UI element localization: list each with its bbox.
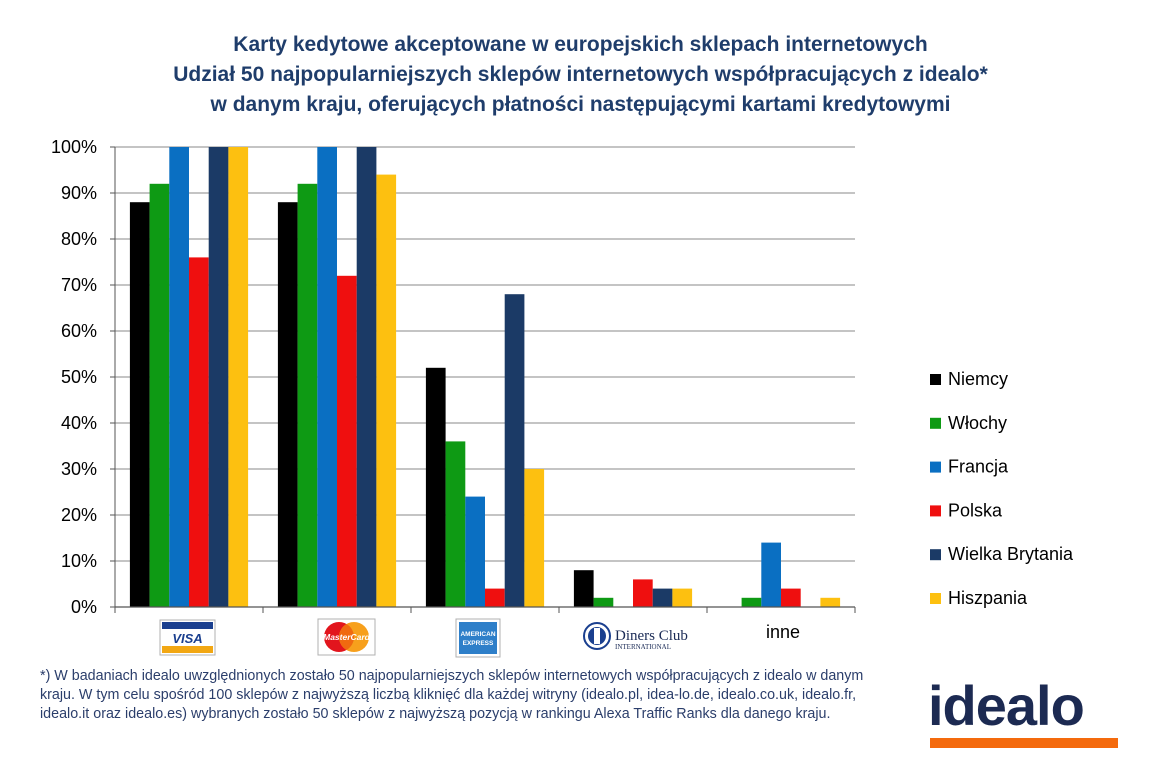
y-tick-label: 0%: [71, 597, 97, 617]
bar-niemcy-0: [129, 202, 150, 607]
bar-włochy-0: [149, 183, 170, 608]
bar-francja-0: [169, 147, 189, 607]
bar-polska-3: [633, 579, 653, 607]
y-tick-label: 90%: [61, 183, 97, 203]
idealo-logo-bar: [930, 738, 1118, 748]
bar-polska-4: [781, 588, 801, 607]
amex-logo-text-bottom: EXPRESS: [463, 640, 494, 647]
legend-label: Włochy: [948, 413, 1007, 433]
bar-włochy-2: [445, 441, 466, 607]
chart-title-line-3: w danym kraju, oferujących płatności nas…: [210, 93, 951, 116]
y-tick-label: 70%: [61, 275, 97, 295]
y-tick-label: 20%: [61, 505, 97, 525]
bar-wielka-brytania-0: [208, 147, 229, 607]
legend-swatch: [930, 417, 941, 429]
y-tick-label: 10%: [61, 551, 97, 571]
y-tick-label: 30%: [61, 459, 97, 479]
y-tick-label: 80%: [61, 229, 97, 249]
y-tick-label: 40%: [61, 413, 97, 433]
bar-polska-0: [189, 257, 209, 607]
legend-swatch: [930, 374, 941, 385]
bar-francja-2: [465, 496, 485, 607]
chart-title: Karty kedytowe akceptowane w europejskic…: [0, 30, 1161, 120]
bar-hiszpania-3: [672, 588, 693, 607]
legend: Niemcy Włochy Francja Polska Wielka Brytania…: [930, 369, 1074, 608]
category-label-inne: inne: [766, 622, 800, 642]
amex-logo-text-top: AMERICAN: [460, 631, 495, 638]
visa-logo-text: VISA: [172, 631, 202, 646]
bar-włochy-1: [297, 183, 318, 608]
bar-hiszpania-2: [524, 469, 545, 607]
bar-hiszpania-4: [820, 597, 841, 607]
bars: [129, 147, 841, 608]
legend-label: Niemcy: [948, 369, 1008, 389]
bar-włochy-4: [741, 597, 762, 607]
legend-label: Francja: [948, 457, 1009, 477]
bar-niemcy-1: [277, 202, 298, 607]
bar-polska-1: [337, 275, 357, 607]
diners-logo-subtext: INTERNATIONAL: [615, 643, 671, 651]
american-express-logo-icon: AMERICAN EXPRESS: [455, 618, 501, 658]
legend-swatch: [930, 593, 941, 604]
y-tick-labels: 0% 10% 20% 30% 40% 50% 60% 70% 80% 90% 100%: [51, 137, 115, 617]
idealo-logo[interactable]: idealo: [928, 678, 1120, 748]
bar-wielka-brytania-1: [356, 147, 377, 607]
bar-niemcy-3: [573, 570, 594, 607]
legend-label: Polska: [948, 500, 1003, 520]
mastercard-logo-text: MasterCard: [323, 632, 371, 642]
bar-hiszpania-0: [228, 147, 249, 607]
legend-swatch: [930, 549, 941, 561]
bar-włochy-3: [593, 597, 614, 607]
idealo-logo-text: idealo: [928, 674, 1085, 737]
legend-label: Hiszpania: [948, 588, 1028, 608]
diners-logo-text: Diners Club: [615, 628, 688, 644]
mastercard-logo-icon: MasterCard: [317, 618, 376, 656]
bar-chart: 0% 10% 20% 30% 40% 50% 60% 70% 80% 90% 100% VISA M…: [51, 137, 1074, 658]
legend-swatch: [930, 461, 941, 473]
bar-francja-4: [761, 542, 781, 607]
chart-title-line-1: Karty kedytowe akceptowane w europejskic…: [233, 33, 928, 56]
legend-label: Wielka Brytania: [948, 544, 1074, 564]
bar-francja-1: [317, 147, 337, 607]
visa-logo-icon: VISA: [159, 619, 216, 656]
bar-hiszpania-1: [376, 174, 397, 607]
legend-swatch: [930, 505, 941, 517]
bar-polska-2: [485, 588, 505, 607]
y-tick-label: 100%: [51, 137, 97, 157]
category-labels: VISA MasterCard AMERICAN EXPRESS Diners …: [159, 618, 800, 658]
bar-wielka-brytania-2: [504, 294, 525, 607]
diners-club-logo-icon: Diners Club INTERNATIONAL: [583, 622, 688, 651]
bar-wielka-brytania-3: [652, 588, 673, 607]
y-tick-label: 60%: [61, 321, 97, 341]
chart-title-line-2: Udział 50 najpopularniejszych sklepów in…: [173, 63, 988, 86]
footnote: *) W badaniach idealo uwzględnionych zos…: [40, 668, 864, 722]
y-tick-label: 50%: [61, 367, 97, 387]
bar-niemcy-2: [425, 367, 446, 607]
